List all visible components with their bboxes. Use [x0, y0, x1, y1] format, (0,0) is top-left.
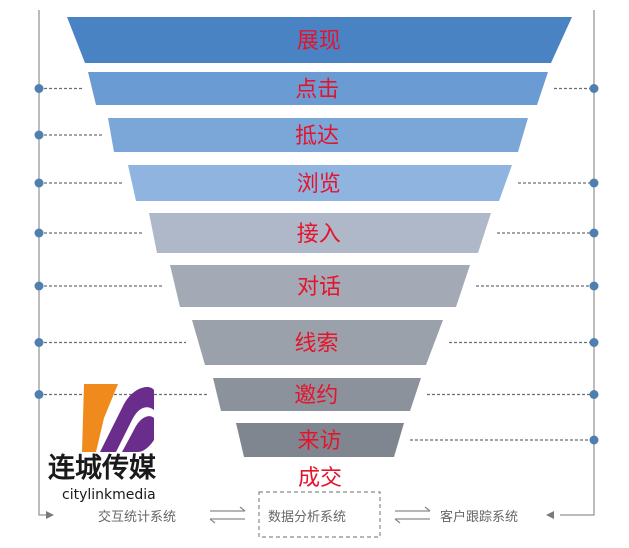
- stage-8-bar: [213, 378, 421, 411]
- stage-9-right-dot: [589, 435, 599, 445]
- stage-9-bar: [236, 423, 404, 457]
- right-system-label: 客户跟踪系统: [440, 509, 518, 525]
- stage-6-bar: [170, 265, 470, 307]
- logo-english: citylinkmedia: [62, 487, 156, 503]
- stage-5-left-dot: [34, 228, 44, 238]
- center-system-box: [258, 491, 381, 538]
- stage-5-bar: [149, 213, 491, 253]
- stage-2-right-dot: [589, 84, 599, 93]
- center-system-label: 数据分析系统: [268, 510, 346, 525]
- stage-7-bar: [192, 320, 443, 365]
- stage-6-left-dot: [34, 281, 44, 291]
- stage-2-bar: [88, 72, 548, 105]
- stage-1-label: 展现: [297, 29, 341, 54]
- stage-2-label: 点击: [295, 78, 339, 103]
- stage-6-right-dot: [589, 281, 599, 291]
- stage-2-left-dot: [34, 84, 44, 93]
- right-arrow-icon: [546, 511, 554, 519]
- stage-9-label: 来访: [297, 429, 341, 454]
- stage-4-left-dot: [34, 178, 44, 188]
- stage-8-label: 邀约: [294, 384, 338, 409]
- logo-mark-icon: [82, 384, 154, 452]
- stage-5-right-dot: [589, 228, 599, 238]
- left-exchange-arrows-icon: [209, 506, 246, 524]
- stage-8-right-dot: [589, 390, 599, 399]
- stage-3-label: 抵达: [295, 124, 339, 149]
- stage-1-bar: [67, 17, 572, 63]
- left-arrow-icon: [46, 511, 54, 519]
- stage-8-left-dot: [34, 390, 44, 399]
- stage-10-label: 成交: [298, 466, 342, 491]
- right-exchange-arrows-icon: [394, 506, 431, 524]
- stage-7-right-dot: [589, 338, 599, 347]
- right-guide-line: [560, 10, 595, 516]
- stage-4-bar: [128, 165, 512, 201]
- stage-5-label: 接入: [297, 222, 341, 247]
- company-logo: 连城传媒 citylinkmedia: [47, 384, 158, 503]
- stage-6-label: 对话: [297, 275, 341, 300]
- stage-connectors: [34, 84, 599, 445]
- funnel-bars: [67, 17, 572, 457]
- stage-7-label: 线索: [294, 332, 338, 357]
- stage-3-bar: [108, 118, 528, 152]
- stage-7-left-dot: [34, 338, 44, 347]
- logo-name: 连城传媒: [48, 452, 157, 484]
- stage-3-left-dot: [34, 130, 44, 140]
- stage-4-right-dot: [589, 178, 599, 188]
- stage-4-label: 浏览: [297, 172, 341, 197]
- left-system-label: 交互统计系统: [98, 509, 176, 525]
